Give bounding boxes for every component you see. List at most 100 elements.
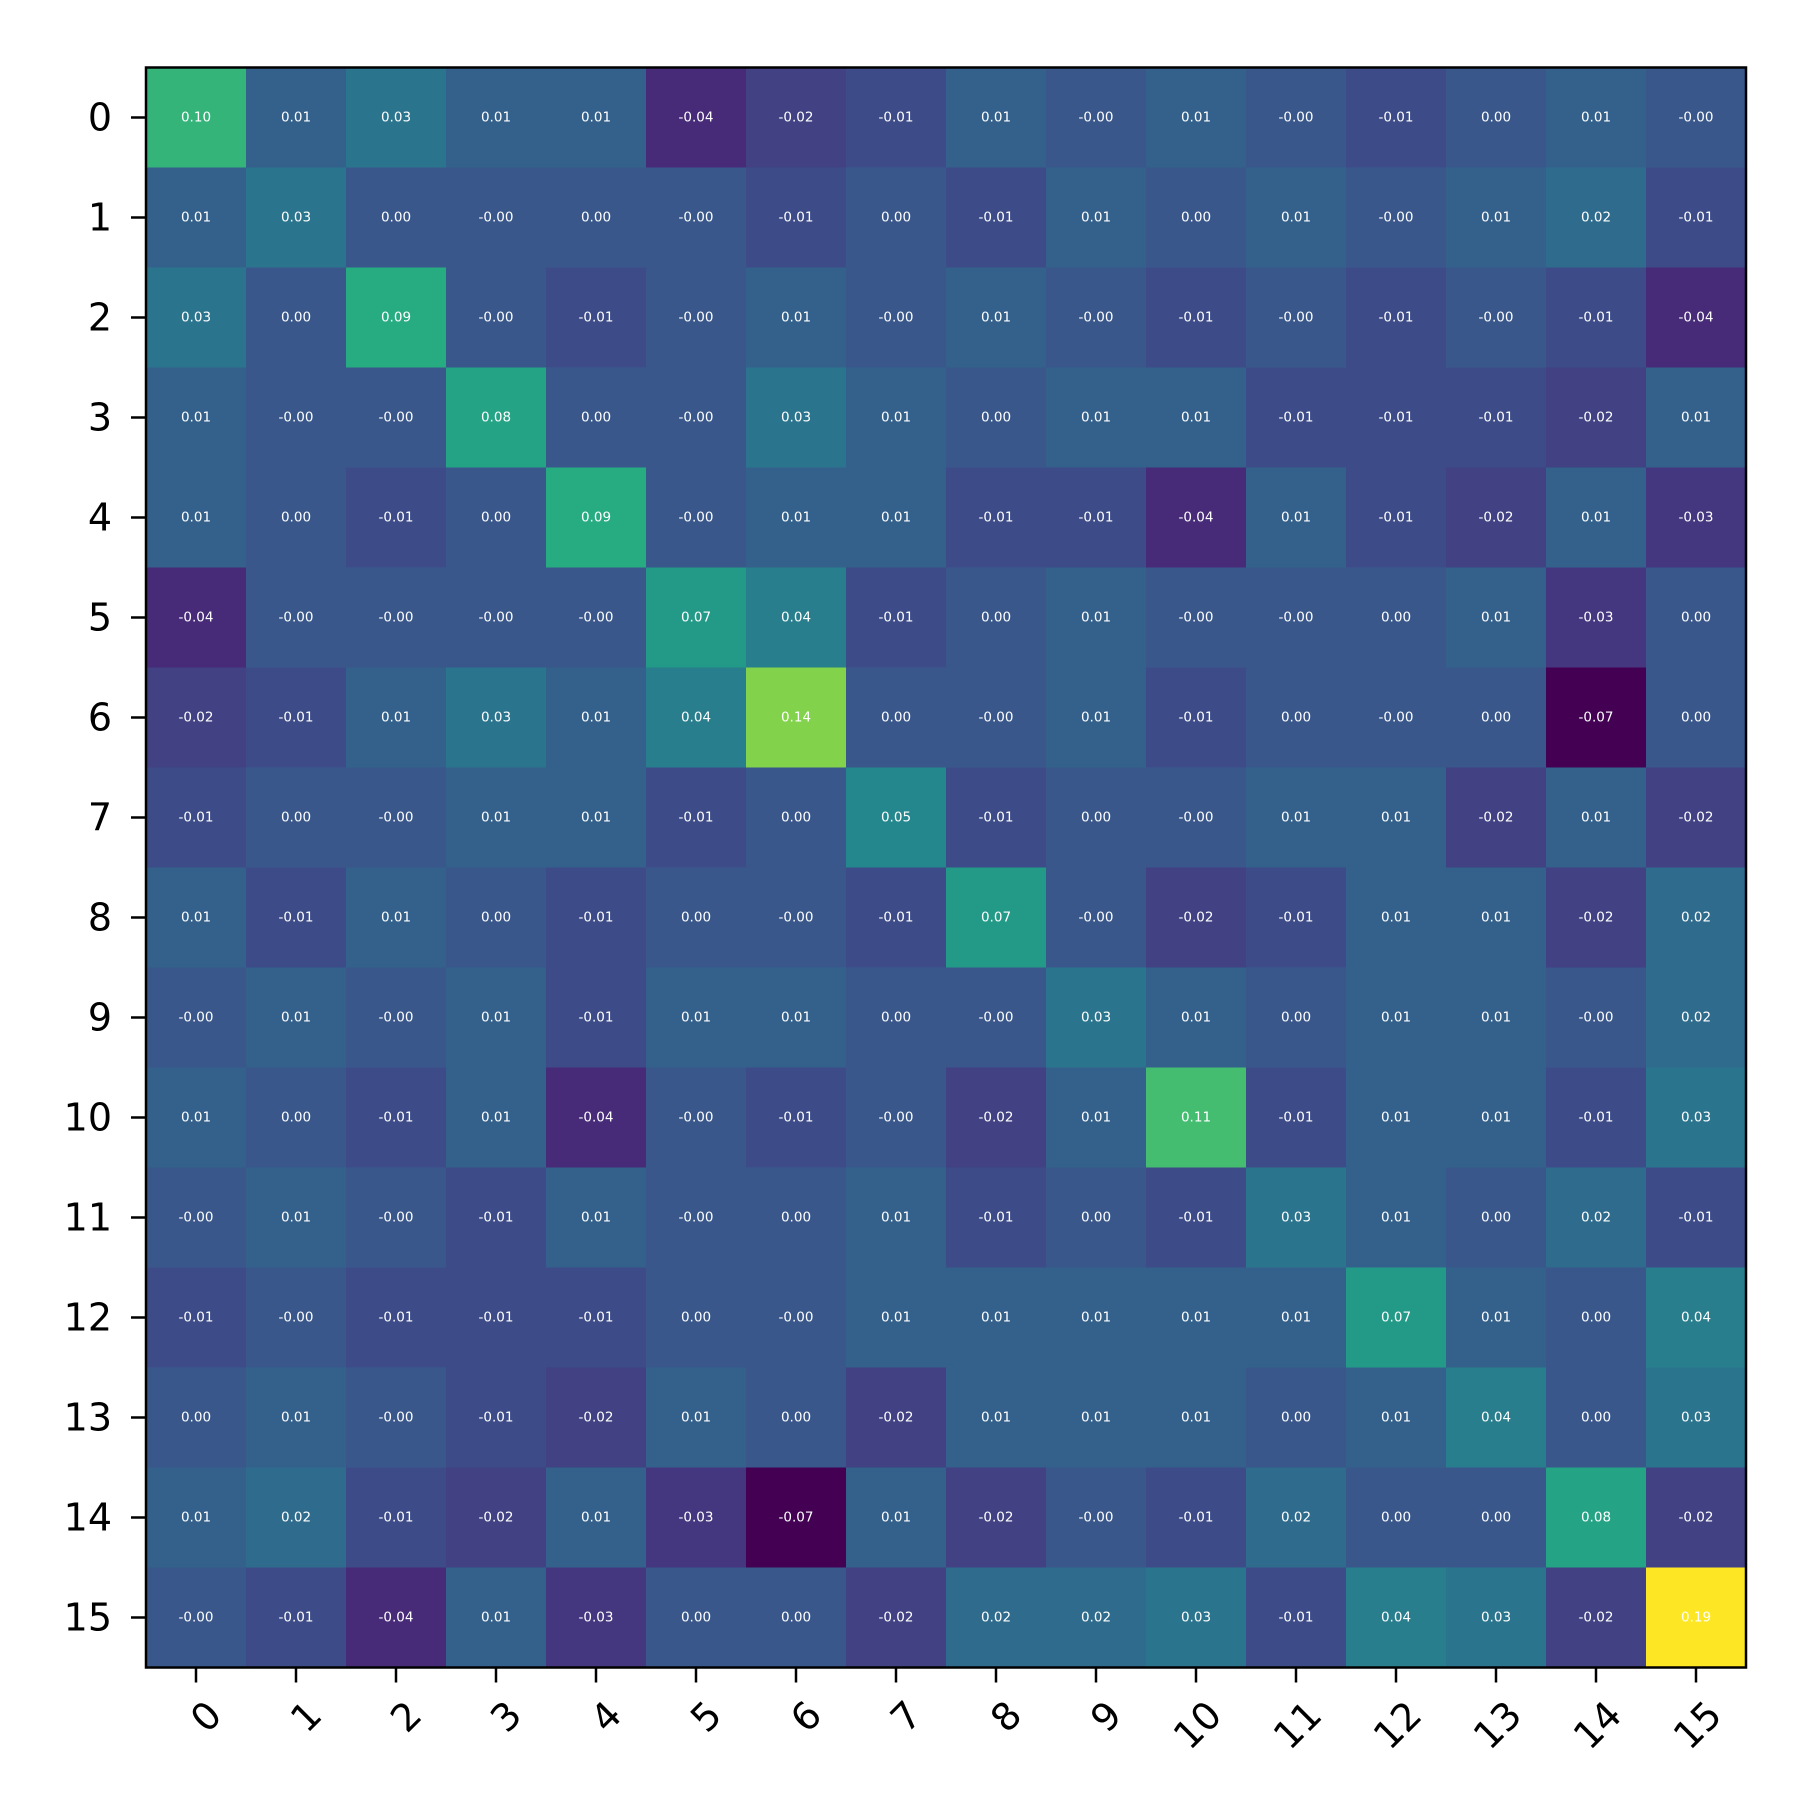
cell-value-label-r4-c6: 0.01 bbox=[781, 510, 811, 526]
heatmap-cell-r15-c5 bbox=[646, 1567, 747, 1668]
cell-value-label-r14-c9: -0.00 bbox=[1079, 1510, 1114, 1526]
cell-value-label-r12-c1: -0.00 bbox=[279, 1310, 314, 1326]
cell-value-label-r12-c14: 0.00 bbox=[1581, 1310, 1611, 1326]
heatmap-cell-r3-c0 bbox=[146, 367, 247, 468]
cell-value-label-r14-c5: -0.03 bbox=[679, 1510, 714, 1526]
cell-value-label-r14-c11: 0.02 bbox=[1281, 1510, 1311, 1526]
cell-value-label-r8-c11: -0.01 bbox=[1279, 910, 1314, 926]
cell-value-label-r3-c15: 0.01 bbox=[1681, 410, 1711, 426]
heatmap-cell-r7-c8 bbox=[946, 767, 1047, 868]
cell-value-label-r8-c7: -0.01 bbox=[879, 910, 914, 926]
heatmap-cell-r12-c3 bbox=[446, 1267, 547, 1368]
y-tick-label-9: 9 bbox=[88, 996, 112, 1040]
cell-value-label-r8-c1: -0.01 bbox=[279, 910, 314, 926]
cell-value-label-r15-c13: 0.03 bbox=[1481, 1610, 1511, 1626]
cell-value-label-r10-c10: 0.11 bbox=[1181, 1110, 1211, 1126]
heatmap-cell-r11-c14 bbox=[1546, 1167, 1647, 1268]
heatmap-cell-r5-c6 bbox=[746, 567, 847, 668]
cell-value-label-r7-c7: 0.05 bbox=[881, 810, 911, 826]
cell-value-label-r5-c6: 0.04 bbox=[781, 610, 811, 626]
heatmap-cell-r10-c13 bbox=[1446, 1067, 1547, 1168]
y-tick-label-14: 14 bbox=[64, 1496, 112, 1540]
cell-value-label-r3-c0: 0.01 bbox=[181, 410, 211, 426]
heatmap-cell-r5-c2 bbox=[346, 567, 447, 668]
heatmap-cell-r4-c8 bbox=[946, 467, 1047, 568]
cell-value-label-r8-c15: 0.02 bbox=[1681, 910, 1711, 926]
heatmap-cell-r9-c8 bbox=[946, 967, 1047, 1068]
cell-value-label-r6-c11: 0.00 bbox=[1281, 710, 1311, 726]
cell-value-label-r5-c8: 0.00 bbox=[981, 610, 1011, 626]
cell-value-label-r8-c4: -0.01 bbox=[579, 910, 614, 926]
cell-value-label-r10-c13: 0.01 bbox=[1481, 1110, 1511, 1126]
heatmap-cell-r0-c10 bbox=[1146, 67, 1247, 168]
heatmap-cell-r5-c5 bbox=[646, 567, 747, 668]
heatmap-cell-r12-c13 bbox=[1446, 1267, 1547, 1368]
cell-value-label-r12-c3: -0.01 bbox=[479, 1310, 514, 1326]
heatmap-cell-r8-c8 bbox=[946, 867, 1047, 968]
cell-value-label-r10-c14: -0.01 bbox=[1579, 1110, 1614, 1126]
heatmap-cell-r11-c9 bbox=[1046, 1167, 1147, 1268]
cell-value-label-r5-c9: 0.01 bbox=[1081, 610, 1111, 626]
cell-value-label-r1-c11: 0.01 bbox=[1281, 210, 1311, 226]
x-tick-label-11: 11 bbox=[1265, 1693, 1330, 1758]
cell-value-label-r15-c0: -0.00 bbox=[179, 1610, 214, 1626]
heatmap-cell-r9-c1 bbox=[246, 967, 347, 1068]
heatmap-cell-r15-c13 bbox=[1446, 1567, 1547, 1668]
heatmap-cell-r13-c7 bbox=[846, 1367, 947, 1468]
heatmap-cell-r5-c8 bbox=[946, 567, 1047, 668]
cell-value-label-r11-c13: 0.00 bbox=[1481, 1210, 1511, 1226]
cell-value-label-r12-c13: 0.01 bbox=[1481, 1310, 1511, 1326]
heatmap-cell-r1-c0 bbox=[146, 167, 247, 268]
heatmap-cell-r11-c13 bbox=[1446, 1167, 1547, 1268]
cell-value-label-r12-c11: 0.01 bbox=[1281, 1310, 1311, 1326]
heatmap-cell-r2-c6 bbox=[746, 267, 847, 368]
cell-value-label-r7-c13: -0.02 bbox=[1479, 810, 1514, 826]
cell-value-label-r6-c15: 0.00 bbox=[1681, 710, 1711, 726]
heatmap-cell-r13-c8 bbox=[946, 1367, 1047, 1468]
heatmap-cell-r4-c7 bbox=[846, 467, 947, 568]
cell-value-label-r10-c2: -0.01 bbox=[379, 1110, 414, 1126]
x-tick-label-14: 14 bbox=[1565, 1693, 1630, 1758]
cell-value-label-r7-c2: -0.00 bbox=[379, 810, 414, 826]
cell-value-label-r9-c10: 0.01 bbox=[1181, 1010, 1211, 1026]
heatmap-cell-r14-c1 bbox=[246, 1467, 347, 1568]
cell-value-label-r8-c8: 0.07 bbox=[981, 910, 1011, 926]
cell-value-label-r13-c3: -0.01 bbox=[479, 1410, 514, 1426]
heatmap-cell-r2-c5 bbox=[646, 267, 747, 368]
heatmap-cell-r9-c9 bbox=[1046, 967, 1147, 1068]
heatmap-cell-r5-c15 bbox=[1646, 567, 1747, 668]
cell-value-label-r6-c13: 0.00 bbox=[1481, 710, 1511, 726]
cell-value-label-r1-c4: 0.00 bbox=[581, 210, 611, 226]
y-tick-label-5: 5 bbox=[88, 596, 112, 640]
heatmap-cell-r2-c14 bbox=[1546, 267, 1647, 368]
cell-value-label-r3-c9: 0.01 bbox=[1081, 410, 1111, 426]
cell-value-label-r7-c10: -0.00 bbox=[1179, 810, 1214, 826]
heatmap-cell-r14-c6 bbox=[746, 1467, 847, 1568]
cell-value-label-r11-c8: -0.01 bbox=[979, 1210, 1014, 1226]
cell-value-label-r11-c9: 0.00 bbox=[1081, 1210, 1111, 1226]
heatmap-cell-r4-c12 bbox=[1346, 467, 1447, 568]
cell-value-label-r2-c1: 0.00 bbox=[281, 310, 311, 326]
heatmap-cell-r8-c14 bbox=[1546, 867, 1647, 968]
heatmap-cell-r5-c0 bbox=[146, 567, 247, 668]
cell-value-label-r13-c2: -0.00 bbox=[379, 1410, 414, 1426]
heatmap-cell-r1-c2 bbox=[346, 167, 447, 268]
x-tick-label-3: 3 bbox=[482, 1693, 530, 1741]
heatmap-cell-r14-c12 bbox=[1346, 1467, 1447, 1568]
cell-value-label-r0-c6: -0.02 bbox=[779, 110, 814, 126]
heatmap-cell-r5-c13 bbox=[1446, 567, 1547, 668]
heatmap-cells bbox=[146, 67, 1747, 1668]
heatmap-cell-r11-c2 bbox=[346, 1167, 447, 1268]
heatmap-cell-r7-c0 bbox=[146, 767, 247, 868]
cell-value-label-r5-c12: 0.00 bbox=[1381, 610, 1411, 626]
cell-value-label-r5-c3: -0.00 bbox=[479, 610, 514, 626]
cell-value-label-r7-c4: 0.01 bbox=[581, 810, 611, 826]
cell-value-label-r14-c8: -0.02 bbox=[979, 1510, 1014, 1526]
y-tick-label-4: 4 bbox=[88, 496, 112, 540]
cell-value-label-r4-c12: -0.01 bbox=[1379, 510, 1414, 526]
cell-value-label-r11-c15: -0.01 bbox=[1679, 1210, 1714, 1226]
heatmap-cell-r0-c8 bbox=[946, 67, 1047, 168]
cell-value-label-r11-c3: -0.01 bbox=[479, 1210, 514, 1226]
heatmap-cell-r10-c8 bbox=[946, 1067, 1047, 1168]
x-tick-label-2: 2 bbox=[382, 1693, 430, 1741]
